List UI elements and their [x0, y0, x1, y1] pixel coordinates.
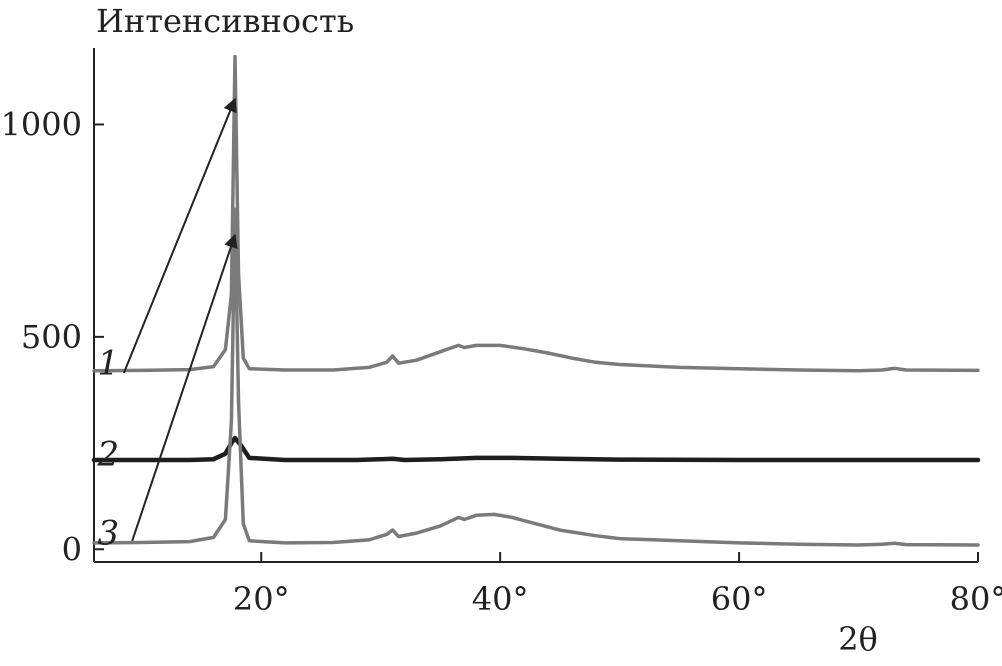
- y-tick-label: 500: [21, 318, 82, 356]
- x-tick-label: 40°: [472, 580, 529, 618]
- series-line-2: [91, 435, 981, 463]
- series-line-3: [92, 207, 980, 547]
- series-line-1: [92, 54, 980, 373]
- series-layer: [91, 54, 981, 547]
- series-label-2: 2: [97, 435, 120, 475]
- annotation-layer: 1 2 3: [97, 97, 238, 553]
- x-ticks: 20° 40° 60° 80°: [233, 552, 1002, 618]
- annotation-arrow-3: [131, 233, 238, 542]
- x-tick-label: 80°: [950, 580, 1002, 618]
- y-tick-label: 1000: [1, 105, 82, 143]
- x-tick-label: 60°: [711, 580, 768, 618]
- y-axis-label: Интенсивность: [96, 2, 354, 40]
- axes: [93, 48, 978, 563]
- series-label-3: 3: [98, 513, 120, 553]
- y-ticks: 0 500 1000: [1, 105, 104, 568]
- y-tick-label: 0: [62, 530, 82, 568]
- x-tick-label: 20°: [233, 580, 290, 618]
- x-axis-label: 2θ: [838, 620, 878, 658]
- series-label-1: 1: [98, 343, 120, 383]
- annotation-arrow-1: [122, 97, 237, 374]
